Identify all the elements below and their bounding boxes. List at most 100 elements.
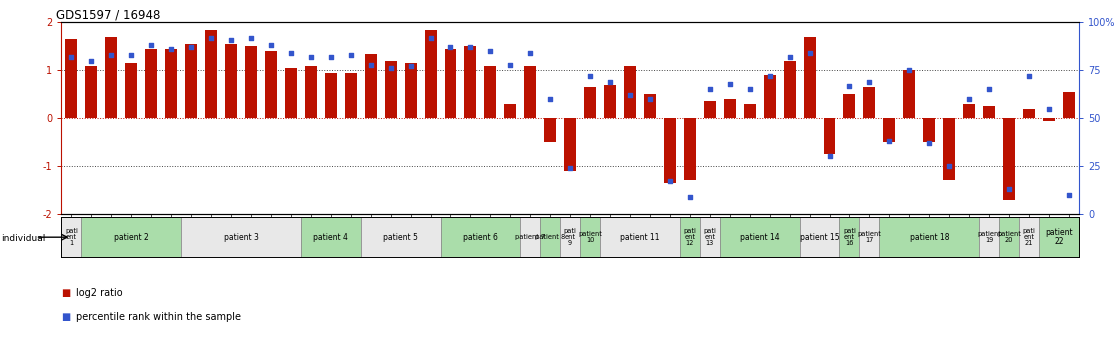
Text: patient 11: patient 11 (620, 233, 660, 242)
Text: pati
ent
13: pati ent 13 (703, 228, 717, 246)
Bar (999, 217, 1018, 257)
Point (103, 52, 121, 58)
Bar (544, 118, 557, 142)
Point (462, 45, 480, 50)
Point (342, 52, 360, 58)
Text: log2 ratio: log2 ratio (76, 288, 123, 298)
Bar (125, 63, 138, 118)
Point (661, 179, 679, 184)
Bar (964, 104, 975, 118)
Point (122, 52, 140, 58)
Bar (245, 46, 257, 118)
Bar (66, 39, 77, 118)
Bar (883, 118, 896, 142)
Bar (1043, 118, 1055, 120)
Text: patient
17: patient 17 (858, 231, 881, 243)
Point (701, 87, 719, 92)
Bar (1003, 118, 1015, 199)
Point (541, 96, 559, 102)
Point (800, 50, 818, 56)
Bar (105, 37, 117, 118)
Bar (464, 46, 476, 118)
Text: patient 2: patient 2 (114, 233, 149, 242)
Bar (743, 104, 756, 118)
Text: patient
19: patient 19 (977, 231, 1001, 243)
Point (521, 50, 539, 56)
Bar (604, 85, 616, 118)
Text: patient 8: patient 8 (536, 234, 566, 240)
Point (1040, 106, 1058, 111)
Bar (565, 118, 576, 171)
Bar (364, 53, 377, 118)
Text: individual: individual (1, 234, 46, 243)
Bar (784, 61, 796, 118)
Point (780, 54, 798, 60)
Bar (186, 44, 197, 118)
Point (601, 79, 619, 85)
Bar (680, 217, 700, 257)
Bar (85, 66, 97, 118)
Point (202, 35, 220, 40)
Bar (700, 217, 720, 257)
Point (63, 54, 80, 60)
Bar (484, 66, 496, 118)
Text: ■: ■ (61, 313, 70, 322)
Text: patient 3: patient 3 (224, 233, 258, 242)
Point (421, 35, 439, 40)
Point (302, 54, 320, 60)
Text: ■: ■ (61, 288, 70, 298)
Bar (181, 217, 301, 257)
Bar (799, 217, 840, 257)
Bar (863, 87, 875, 118)
Bar (983, 106, 995, 118)
Text: patient 7: patient 7 (515, 234, 546, 240)
Bar (285, 68, 297, 118)
Bar (165, 49, 177, 118)
Point (741, 87, 759, 92)
Point (362, 62, 380, 67)
Point (721, 81, 739, 87)
Text: patient 4: patient 4 (313, 233, 348, 242)
Bar (524, 66, 537, 118)
Bar (880, 217, 979, 257)
Bar (860, 217, 880, 257)
Bar (824, 118, 835, 154)
Bar (1063, 92, 1074, 118)
Bar (301, 217, 361, 257)
Point (980, 87, 998, 92)
Bar (405, 63, 417, 118)
Point (282, 50, 300, 56)
Bar (504, 104, 517, 118)
Text: patient
20: patient 20 (997, 231, 1021, 243)
Bar (584, 87, 596, 118)
Bar (265, 51, 277, 118)
Point (940, 163, 958, 169)
Point (322, 54, 340, 60)
Text: pati
ent
16: pati ent 16 (843, 228, 856, 246)
Point (501, 62, 519, 67)
Bar (1018, 217, 1039, 257)
Bar (344, 73, 357, 118)
Text: percentile rank within the sample: percentile rank within the sample (76, 313, 241, 322)
Text: patient 5: patient 5 (383, 233, 418, 242)
Point (960, 96, 978, 102)
Point (162, 47, 180, 52)
Point (182, 45, 200, 50)
Point (920, 140, 938, 146)
Point (880, 138, 898, 144)
Bar (684, 118, 695, 180)
Bar (903, 70, 916, 118)
Point (861, 79, 879, 85)
Point (243, 35, 260, 40)
Point (760, 73, 778, 79)
Point (841, 83, 859, 88)
Bar (664, 118, 676, 183)
Point (222, 37, 240, 42)
Point (142, 43, 160, 48)
Point (900, 68, 918, 73)
Bar (600, 217, 680, 257)
Bar (723, 99, 736, 118)
Point (262, 43, 280, 48)
Text: GDS1597 / 16948: GDS1597 / 16948 (56, 8, 161, 21)
Bar (624, 66, 636, 118)
